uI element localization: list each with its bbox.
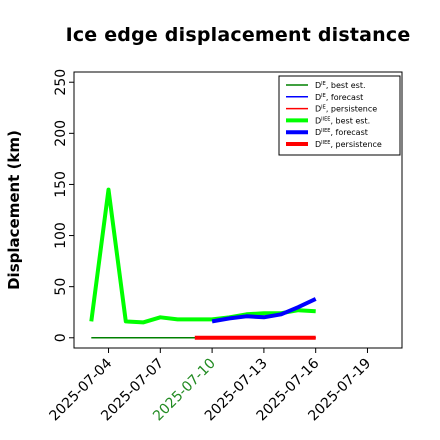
legend-entry-2: DIE, persistence — [315, 105, 377, 114]
x-axis: 2025-07-042025-07-072025-07-102025-07-13… — [47, 348, 374, 424]
y-axis-label: Displacement (km) — [5, 130, 23, 290]
y-tick-label: 250 — [53, 69, 69, 96]
legend-entry-3: DIIEE, best est. — [315, 116, 370, 125]
legend: DIE, best est. DIE, forecast DIE, persiste… — [278, 75, 401, 156]
series-line-3 — [89, 187, 316, 325]
y-axis: 0 50 100 150 200 250 — [53, 69, 74, 342]
series-line-4 — [211, 297, 317, 324]
legend-entry-5: DIIEE, persistence — [315, 140, 382, 149]
y-tick-label: 150 — [53, 171, 69, 198]
y-tick-label: 100 — [53, 222, 69, 249]
y-tick-label: 200 — [53, 120, 69, 147]
chart-title: Ice edge displacement distance — [65, 24, 411, 46]
legend-entry-0: DIE, best est. — [315, 81, 366, 90]
y-tick-label: 0 — [53, 333, 69, 342]
legend-box — [278, 75, 401, 156]
plot-frame — [73, 71, 403, 349]
series-layer — [89, 187, 317, 340]
y-tick-label: 50 — [53, 278, 69, 296]
legend-entry-1: DIE, forecast — [315, 93, 363, 102]
legend-entry-4: DIIEE, forecast — [315, 128, 368, 137]
